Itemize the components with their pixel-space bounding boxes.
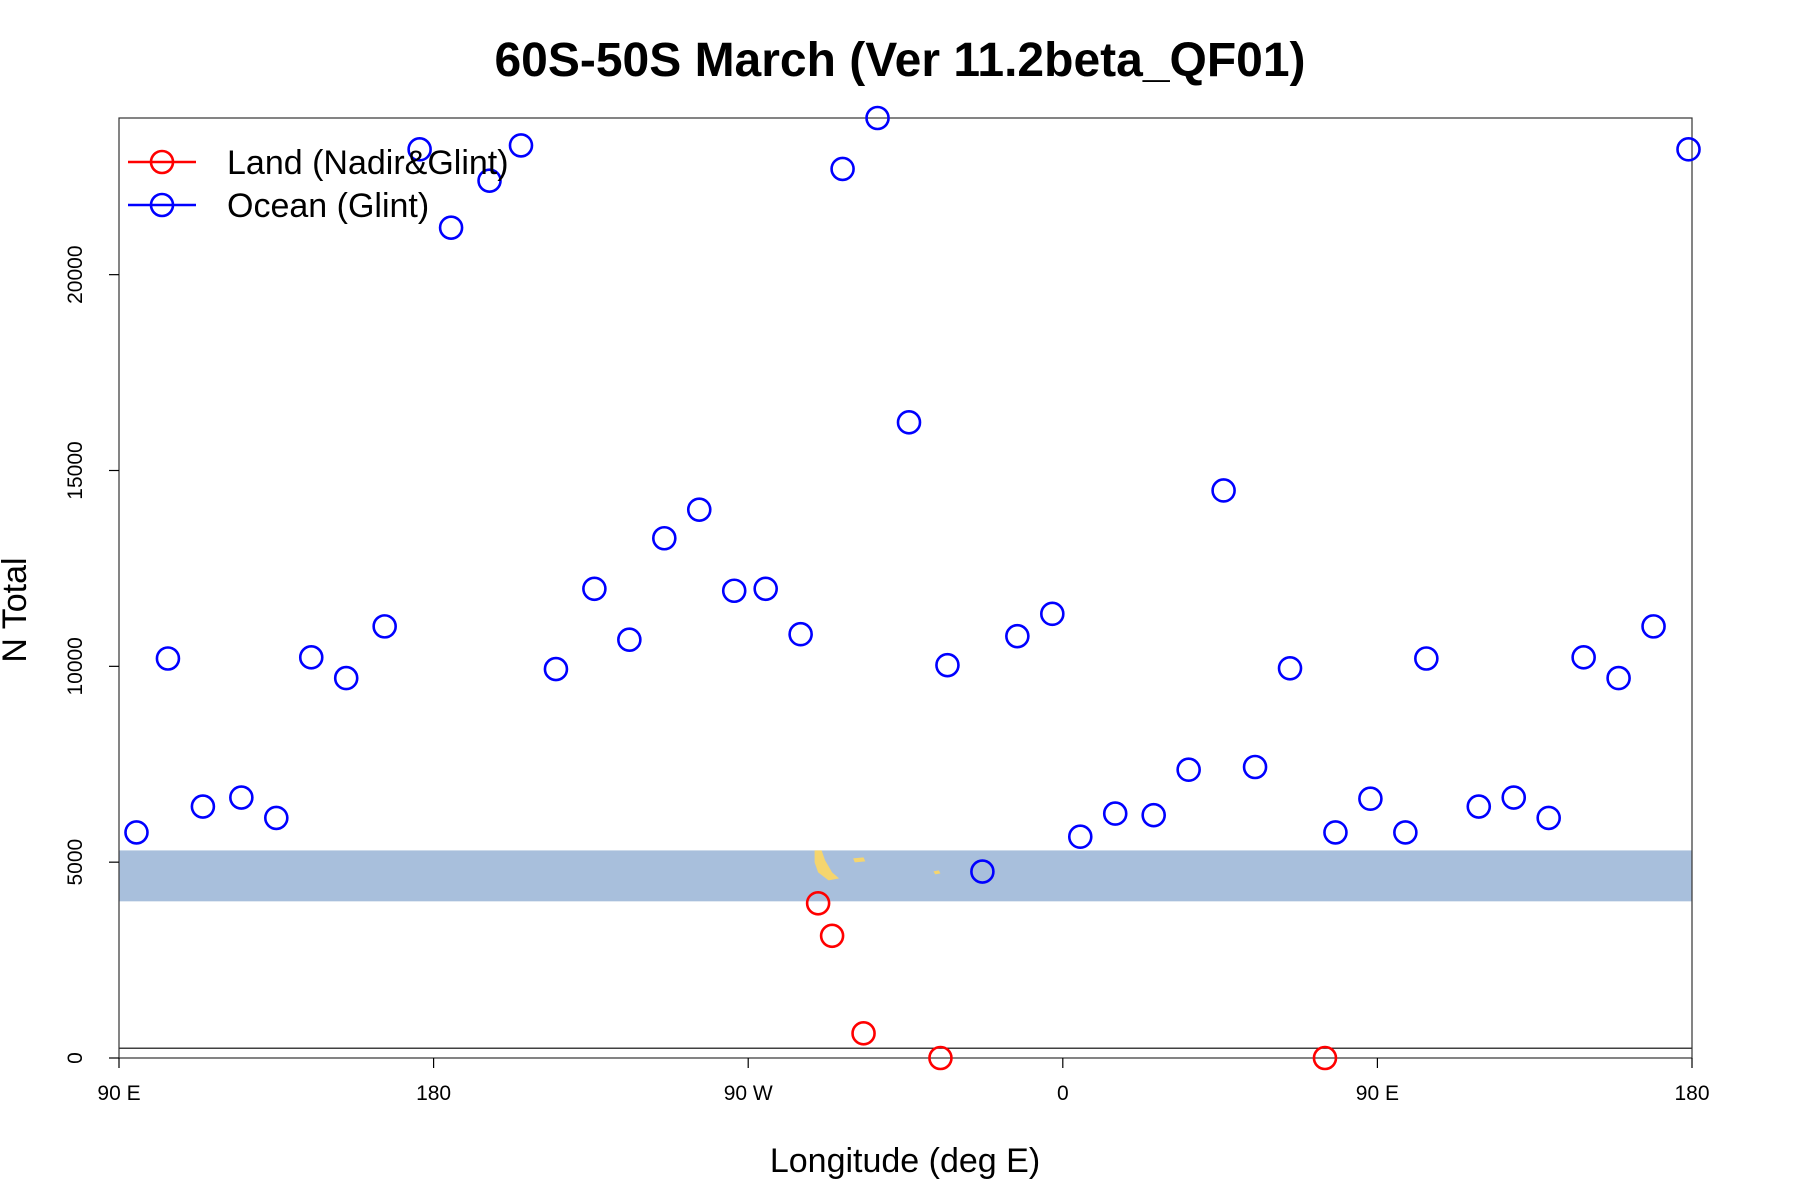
y-tick-label: 15000 bbox=[64, 441, 87, 499]
y-tick-label: 20000 bbox=[64, 245, 87, 303]
legend: Land (Nadir&Glint) Ocean (Glint) bbox=[128, 144, 509, 225]
map-band bbox=[119, 850, 1692, 902]
x-tick-label: 90 E bbox=[97, 1082, 140, 1105]
plot-frame bbox=[118, 117, 1693, 1059]
land-point bbox=[819, 923, 845, 949]
land-point bbox=[805, 890, 831, 916]
ocean-point bbox=[477, 168, 502, 193]
ocean-point bbox=[865, 105, 890, 131]
ocean-point bbox=[721, 578, 747, 604]
land-point bbox=[1312, 1045, 1338, 1071]
ocean-point bbox=[582, 576, 607, 602]
map-land-south-america bbox=[814, 850, 840, 881]
y-axis: 0 5000 10000 15000 20000 bbox=[64, 245, 119, 1064]
ocean-point bbox=[1040, 601, 1065, 627]
ocean-point bbox=[753, 576, 778, 602]
ocean-point bbox=[686, 497, 712, 522]
ocean-point bbox=[935, 652, 960, 678]
x-tick-label: 0 bbox=[1057, 1082, 1069, 1105]
ocean-point bbox=[333, 665, 359, 691]
y-tick-label: 5000 bbox=[64, 839, 87, 886]
land-point bbox=[851, 1021, 876, 1046]
ocean-point bbox=[298, 645, 324, 670]
ocean-point bbox=[1414, 646, 1439, 671]
ocean-point bbox=[155, 646, 181, 671]
ocean-point bbox=[407, 137, 432, 162]
land-point bbox=[928, 1045, 953, 1071]
legend-entry-land: Land (Nadir&Glint) bbox=[128, 144, 509, 182]
map-land-south-georgia bbox=[933, 870, 941, 875]
ocean-point bbox=[1005, 623, 1030, 649]
ocean-point bbox=[263, 805, 289, 831]
x-axis: 90 E 180 90 W 0 90 E 180 bbox=[97, 1058, 1710, 1105]
legend-marker-land bbox=[149, 149, 175, 175]
ocean-point bbox=[229, 785, 254, 810]
legend-label-land: Land (Nadir&Glint) bbox=[227, 144, 509, 182]
legend-entry-ocean: Ocean (Glint) bbox=[128, 187, 429, 225]
x-tick-label: 180 bbox=[1674, 1082, 1709, 1105]
x-tick-label: 90 E bbox=[1356, 1082, 1399, 1105]
x-tick-label: 180 bbox=[416, 1082, 451, 1105]
ocean-point bbox=[1571, 645, 1596, 670]
y-tick-label: 10000 bbox=[64, 637, 87, 695]
ocean-point bbox=[1641, 614, 1666, 639]
ocean-point bbox=[190, 794, 216, 819]
ocean-point bbox=[124, 820, 149, 845]
ocean-point bbox=[1676, 137, 1701, 162]
ocean-point bbox=[1501, 785, 1527, 810]
ocean-point bbox=[1277, 655, 1303, 681]
ocean-point bbox=[372, 614, 397, 639]
ocean-point bbox=[1242, 754, 1268, 780]
x-axis-label: Longitude (deg E) bbox=[770, 1142, 1040, 1180]
ocean-point bbox=[1176, 757, 1201, 783]
ocean-point bbox=[617, 627, 642, 653]
ocean-point bbox=[788, 621, 813, 647]
ocean-point bbox=[1102, 801, 1128, 826]
ocean-point bbox=[970, 859, 995, 884]
legend-marker-ocean bbox=[149, 192, 175, 218]
x-tick-label: 90 W bbox=[724, 1082, 773, 1105]
ocean-point bbox=[1536, 805, 1561, 831]
ocean-point bbox=[1358, 786, 1383, 812]
ocean-point bbox=[508, 133, 534, 158]
map-land-falklands bbox=[853, 857, 866, 863]
data-points bbox=[124, 105, 1701, 1071]
chart-title: 60S-50S March (Ver 11.2beta_QF01) bbox=[494, 34, 1305, 87]
ocean-point bbox=[652, 525, 677, 551]
ocean-point bbox=[1466, 794, 1492, 819]
y-tick-label: 0 bbox=[64, 1052, 87, 1064]
ocean-point bbox=[438, 215, 464, 240]
ocean-point bbox=[896, 410, 922, 435]
ocean-point bbox=[1393, 820, 1418, 845]
ocean-point bbox=[1141, 802, 1166, 828]
ocean-point bbox=[1606, 665, 1631, 691]
ocean-point bbox=[830, 156, 855, 182]
ocean-point bbox=[543, 656, 569, 682]
ocean-point bbox=[1211, 478, 1236, 503]
y-axis-label: N Total bbox=[0, 557, 34, 662]
map-band-ocean bbox=[119, 850, 1692, 902]
ocean-point bbox=[1323, 820, 1348, 845]
legend-label-ocean: Ocean (Glint) bbox=[227, 187, 429, 225]
ocean-point bbox=[1067, 824, 1093, 850]
